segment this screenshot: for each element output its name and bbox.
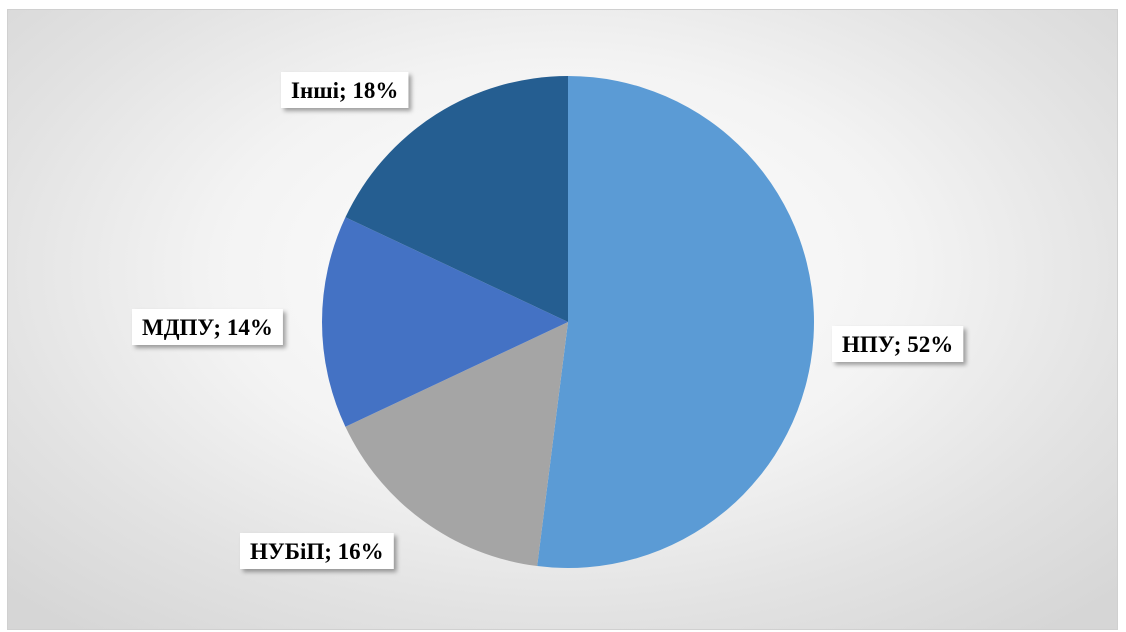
data-label-4: Інші; 18% — [281, 72, 409, 108]
data-label-box — [832, 326, 964, 362]
data-label-box — [240, 533, 394, 569]
data-label-2: НУБіП; 16% — [240, 533, 394, 569]
data-label-text: НУБіП; 16% — [250, 539, 384, 564]
pie-slices — [321, 76, 814, 568]
pie-slice-3 — [321, 217, 568, 427]
data-label-text: МДПУ; 14% — [142, 315, 273, 340]
data-label-3: МДПУ; 14% — [132, 309, 283, 345]
data-label-box — [281, 72, 409, 108]
pie-slice-2 — [345, 322, 568, 567]
data-label-text: Інші; 18% — [291, 78, 398, 103]
data-label-1: НПУ; 52% — [832, 326, 964, 362]
data-labels: НПУ; 52% НУБіП; 16% МДПУ; 14% Інші; 18% — [132, 72, 964, 569]
data-label-text: НПУ; 52% — [842, 332, 953, 357]
pie-slice-4 — [345, 76, 568, 322]
pie-slice-1 — [537, 76, 814, 568]
data-label-box — [132, 309, 283, 345]
